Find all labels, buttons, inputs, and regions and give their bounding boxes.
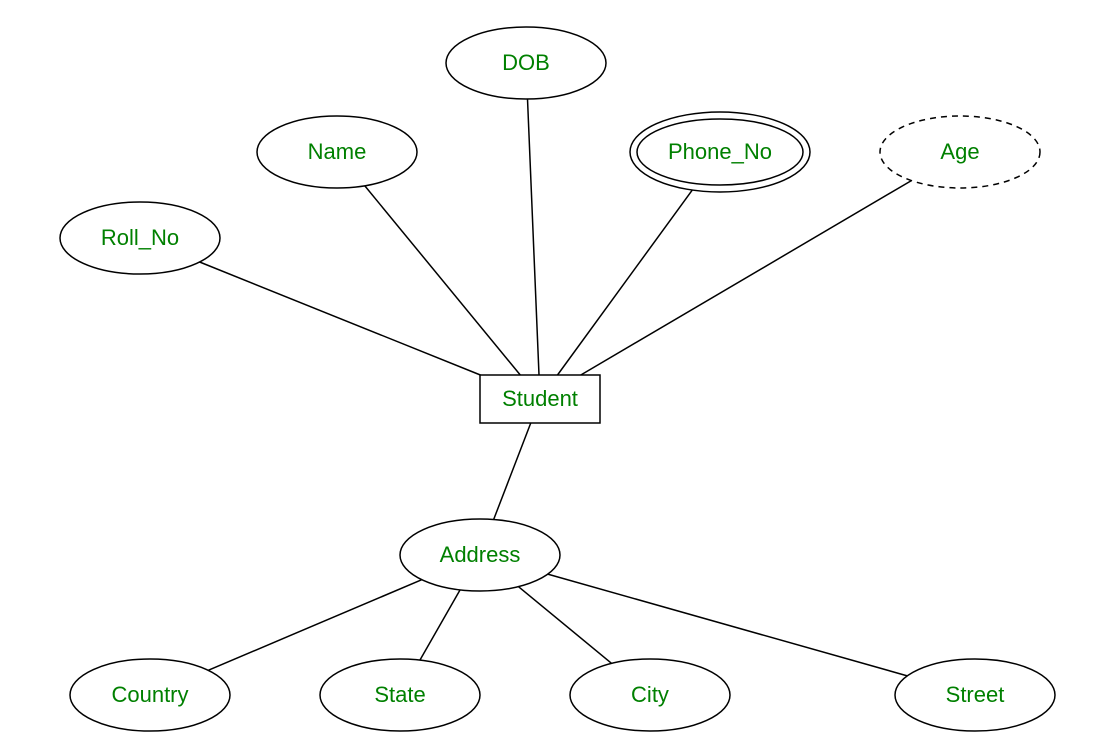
attribute-age: Age — [880, 116, 1040, 188]
attribute-name: Name — [257, 116, 417, 188]
attribute-country-label: Country — [111, 682, 188, 707]
edge-address-country — [208, 580, 422, 671]
attribute-address-label: Address — [440, 542, 521, 567]
edge-address-state — [420, 590, 460, 660]
attribute-city: City — [570, 659, 730, 731]
attribute-dob: DOB — [446, 27, 606, 99]
attribute-street-label: Street — [946, 682, 1005, 707]
attribute-phone-label: Phone_No — [668, 139, 772, 164]
attribute-age-label: Age — [940, 139, 979, 164]
edge-entity-phone — [557, 190, 692, 375]
attribute-phone: Phone_No — [630, 112, 810, 192]
edge-entity-dob — [527, 99, 539, 375]
attribute-state-label: State — [374, 682, 425, 707]
attribute-dob-label: DOB — [502, 50, 550, 75]
attribute-country: Country — [70, 659, 230, 731]
edge-entity-age — [581, 181, 912, 375]
attribute-address: Address — [400, 519, 560, 591]
er-diagram: Student Roll_No Name DOB Phone_No Age Address C… — [0, 0, 1112, 753]
entity-student-label: Student — [502, 386, 578, 411]
edge-entity-name — [365, 186, 521, 375]
edge-address-city — [518, 587, 611, 664]
shapes: Student Roll_No Name DOB Phone_No Age Address C… — [60, 27, 1055, 731]
attribute-name-label: Name — [308, 139, 367, 164]
attribute-street: Street — [895, 659, 1055, 731]
edge-address-street — [548, 574, 908, 676]
attribute-city-label: City — [631, 682, 669, 707]
edge-entity-rollno — [200, 262, 481, 375]
edge-entity-address — [494, 423, 531, 520]
attribute-rollno-label: Roll_No — [101, 225, 179, 250]
attribute-rollno: Roll_No — [60, 202, 220, 274]
attribute-state: State — [320, 659, 480, 731]
